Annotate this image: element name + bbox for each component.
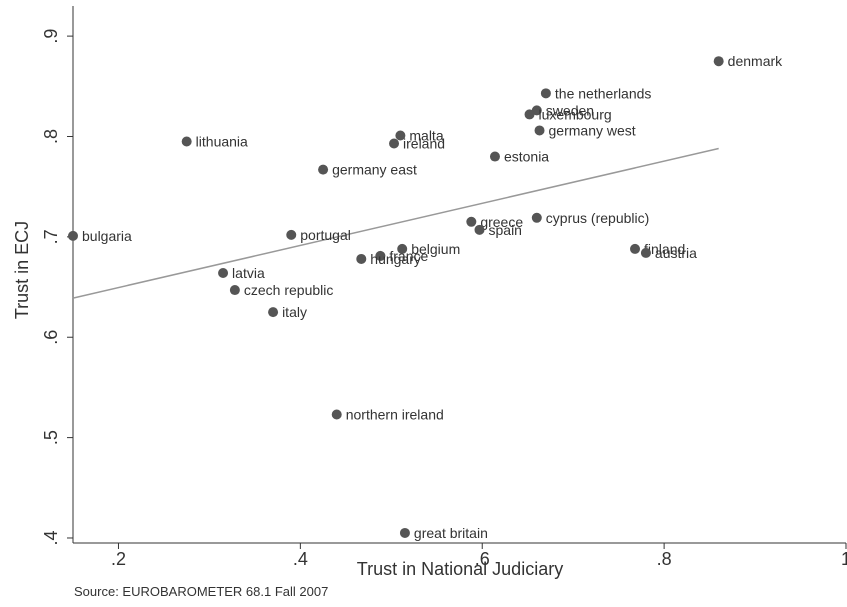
point-label-0: denmark (728, 53, 783, 69)
point-label-20: latvia (232, 265, 265, 281)
point-label-8: estonia (504, 149, 549, 165)
x-axis-title: Trust in National Judiciary (357, 559, 563, 579)
fit-line (72, 147, 719, 299)
fit-line-group (72, 147, 719, 299)
y-tick-label-3: .7 (41, 229, 61, 244)
y-tick-label-1: .5 (41, 430, 61, 445)
point-6 (389, 138, 400, 149)
point-7 (181, 136, 192, 147)
point-label-2: sweden (546, 102, 594, 118)
point-2 (531, 105, 542, 116)
point-label-7: lithuania (196, 134, 248, 150)
point-label-4: germany west (549, 122, 636, 138)
point-label-12: spain (489, 222, 522, 238)
point-12 (474, 224, 485, 235)
point-0 (713, 56, 724, 67)
point-label-15: belgium (411, 241, 460, 257)
point-label-14: portugal (300, 227, 351, 243)
point-label-3: luxembourg (539, 106, 612, 122)
point-label-19: austria (655, 245, 697, 261)
y-axis-title: Trust in ECJ (12, 221, 32, 319)
point-1 (540, 88, 551, 99)
point-18 (630, 243, 641, 254)
point-label-10: cyprus (republic) (546, 210, 649, 226)
point-9 (318, 164, 329, 175)
axes: .2 .4 .6 .8 1 .4 .5 .6 .7 .8 .9 (41, 6, 847, 569)
point-label-16: france (389, 248, 428, 264)
point-label-22: italy (282, 304, 307, 320)
y-tick-label-5: .9 (41, 29, 61, 44)
point-label-23: northern ireland (346, 407, 444, 423)
point-19 (640, 247, 651, 258)
point-13 (68, 230, 78, 241)
point-16 (375, 250, 386, 261)
x-tick-label-0: .2 (111, 549, 126, 569)
point-11 (466, 216, 477, 227)
point-label-5: malta (409, 127, 443, 143)
point-label-6: ireland (403, 136, 445, 152)
point-label-17: hungary (370, 251, 421, 267)
x-tick-label-1: .4 (293, 549, 308, 569)
point-label-18: finland (644, 241, 685, 257)
point-20 (218, 267, 229, 278)
point-label-9: germany east (332, 162, 417, 178)
point-label-13: bulgaria (82, 228, 132, 244)
point-label-24: great britain (414, 525, 488, 541)
point-3 (524, 109, 535, 120)
point-21 (229, 285, 240, 296)
y-tick-label-4: .8 (41, 129, 61, 144)
source-note: Source: EUROBAROMETER 68.1 Fall 2007 (74, 584, 329, 599)
point-label-21: czech republic (244, 282, 334, 298)
x-tick-label-3: .8 (657, 549, 672, 569)
point-15 (397, 243, 408, 254)
y-tick-label-2: .6 (41, 330, 61, 345)
point-label-11: greece (480, 214, 523, 230)
point-23 (331, 409, 342, 420)
y-tick-label-0: .4 (41, 530, 61, 545)
scatter-chart: .2 .4 .6 .8 1 .4 .5 .6 .7 .8 .9 denmark the netherl… (12, 6, 847, 579)
point-8 (489, 151, 500, 162)
point-5 (395, 130, 406, 141)
point-17 (356, 253, 367, 264)
x-tick-label-4: 1 (841, 549, 847, 569)
point-4 (534, 125, 545, 136)
x-tick-label-2: .6 (475, 549, 490, 569)
point-24 (399, 527, 410, 538)
point-14 (286, 229, 297, 240)
point-10 (531, 212, 542, 223)
point-22 (268, 307, 279, 318)
point-label-1: the netherlands (555, 85, 652, 101)
